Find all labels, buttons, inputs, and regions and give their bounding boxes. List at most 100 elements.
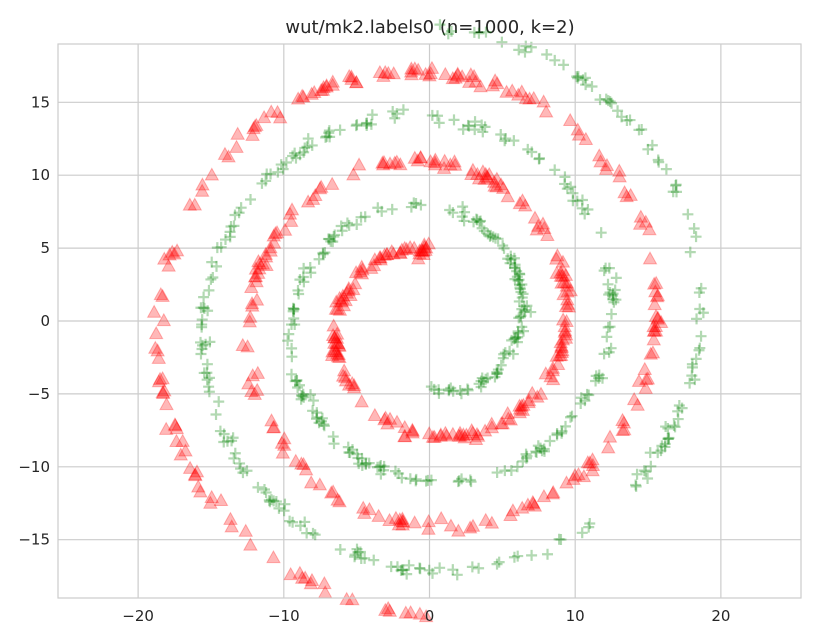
data-point-triangle	[415, 243, 430, 257]
data-point-triangle	[598, 161, 614, 175]
data-point-triangle	[392, 512, 408, 526]
data-point-triangle	[559, 475, 574, 489]
data-point-triangle	[578, 131, 594, 145]
data-point-plus	[311, 407, 323, 419]
data-point-plus	[500, 133, 512, 145]
data-point-plus	[633, 124, 645, 136]
data-point-triangle	[448, 70, 463, 84]
data-point-plus	[493, 556, 505, 568]
data-point-plus	[549, 164, 561, 176]
data-point-plus	[292, 284, 304, 296]
data-point-triangle	[248, 117, 264, 131]
data-point-triangle	[335, 368, 351, 382]
data-point-triangle	[245, 368, 261, 382]
data-point-plus	[462, 119, 474, 131]
data-point-plus	[508, 333, 520, 345]
data-point-plus	[558, 59, 570, 71]
data-point-plus	[351, 218, 363, 230]
data-point-triangle	[159, 396, 174, 411]
data-point-triangle	[525, 496, 541, 510]
data-point-triangle	[484, 419, 500, 434]
data-point-triangle	[264, 413, 279, 427]
data-point-triangle	[410, 62, 426, 76]
data-point-plus	[237, 467, 249, 479]
data-point-plus	[482, 372, 494, 384]
data-point-triangle	[465, 162, 481, 176]
data-point-plus	[575, 392, 587, 404]
data-point-plus	[389, 112, 401, 124]
data-point-triangle	[514, 500, 530, 514]
data-point-triangle	[404, 422, 420, 436]
data-point-plus	[221, 435, 233, 447]
data-point-plus	[235, 463, 247, 475]
data-point-triangle	[290, 91, 306, 105]
data-point-plus	[462, 384, 474, 396]
data-point-triangle	[585, 452, 600, 466]
data-point-plus	[454, 385, 466, 397]
data-point-plus	[644, 447, 656, 459]
data-point-triangle	[395, 517, 410, 531]
data-point-triangle	[379, 246, 395, 260]
data-point-plus	[447, 207, 459, 219]
data-point-plus	[509, 261, 521, 273]
data-point-triangle	[648, 323, 664, 337]
data-point-triangle	[338, 292, 353, 307]
data-point-triangle	[328, 294, 344, 308]
data-point-triangle	[276, 431, 292, 445]
data-point-triangle	[615, 422, 631, 437]
data-point-triangle	[413, 150, 429, 164]
data-point-triangle	[647, 296, 663, 311]
data-point-plus	[482, 228, 494, 240]
data-point-triangle	[187, 466, 203, 481]
data-point-plus	[280, 156, 292, 168]
x-tick-label: 10	[566, 607, 585, 625]
data-point-triangle	[367, 252, 383, 266]
data-point-triangle	[349, 74, 364, 89]
data-point-plus	[542, 548, 554, 560]
data-point-plus	[391, 108, 403, 120]
data-point-triangle	[354, 394, 370, 408]
data-point-plus	[521, 450, 533, 462]
data-point-triangle	[518, 90, 534, 105]
data-point-triangle	[417, 239, 432, 253]
y-axis-ticks: −15 −10 −5 0 5 10 15	[18, 93, 50, 548]
data-point-triangle	[325, 484, 341, 498]
data-point-plus	[393, 468, 405, 480]
data-point-triangle	[487, 73, 503, 87]
data-point-triangle	[284, 202, 300, 216]
data-point-triangle	[304, 86, 319, 100]
data-point-plus	[319, 247, 331, 259]
data-point-triangle	[616, 415, 632, 429]
data-point-triangle	[395, 514, 411, 528]
data-point-triangle	[345, 281, 361, 296]
data-point-plus	[598, 348, 610, 360]
data-point-plus	[420, 475, 432, 487]
data-point-triangle	[443, 518, 459, 532]
data-point-plus	[653, 156, 665, 168]
data-point-triangle	[252, 256, 268, 270]
data-point-triangle	[175, 433, 191, 447]
data-point-plus	[580, 79, 592, 91]
data-point-triangle	[330, 348, 346, 363]
data-point-triangle	[392, 245, 408, 259]
data-point-triangle	[643, 346, 659, 360]
data-point-plus	[334, 124, 346, 136]
data-point-plus	[355, 552, 367, 564]
data-point-plus	[555, 534, 567, 546]
data-point-plus	[196, 314, 208, 326]
data-point-triangle	[330, 492, 346, 506]
data-point-triangle	[479, 168, 495, 183]
data-point-plus	[456, 211, 468, 223]
data-point-plus	[605, 342, 617, 354]
data-point-plus	[670, 180, 682, 192]
data-point-plus	[410, 473, 422, 485]
data-point-triangle	[623, 187, 639, 201]
data-point-plus	[305, 389, 317, 401]
data-point-triangle	[147, 340, 163, 354]
data-point-plus	[196, 343, 208, 355]
data-point-plus	[495, 128, 507, 140]
data-point-triangle	[463, 67, 479, 81]
data-point-plus	[200, 338, 212, 350]
data-point-plus	[602, 321, 614, 333]
data-point-plus	[694, 342, 706, 354]
